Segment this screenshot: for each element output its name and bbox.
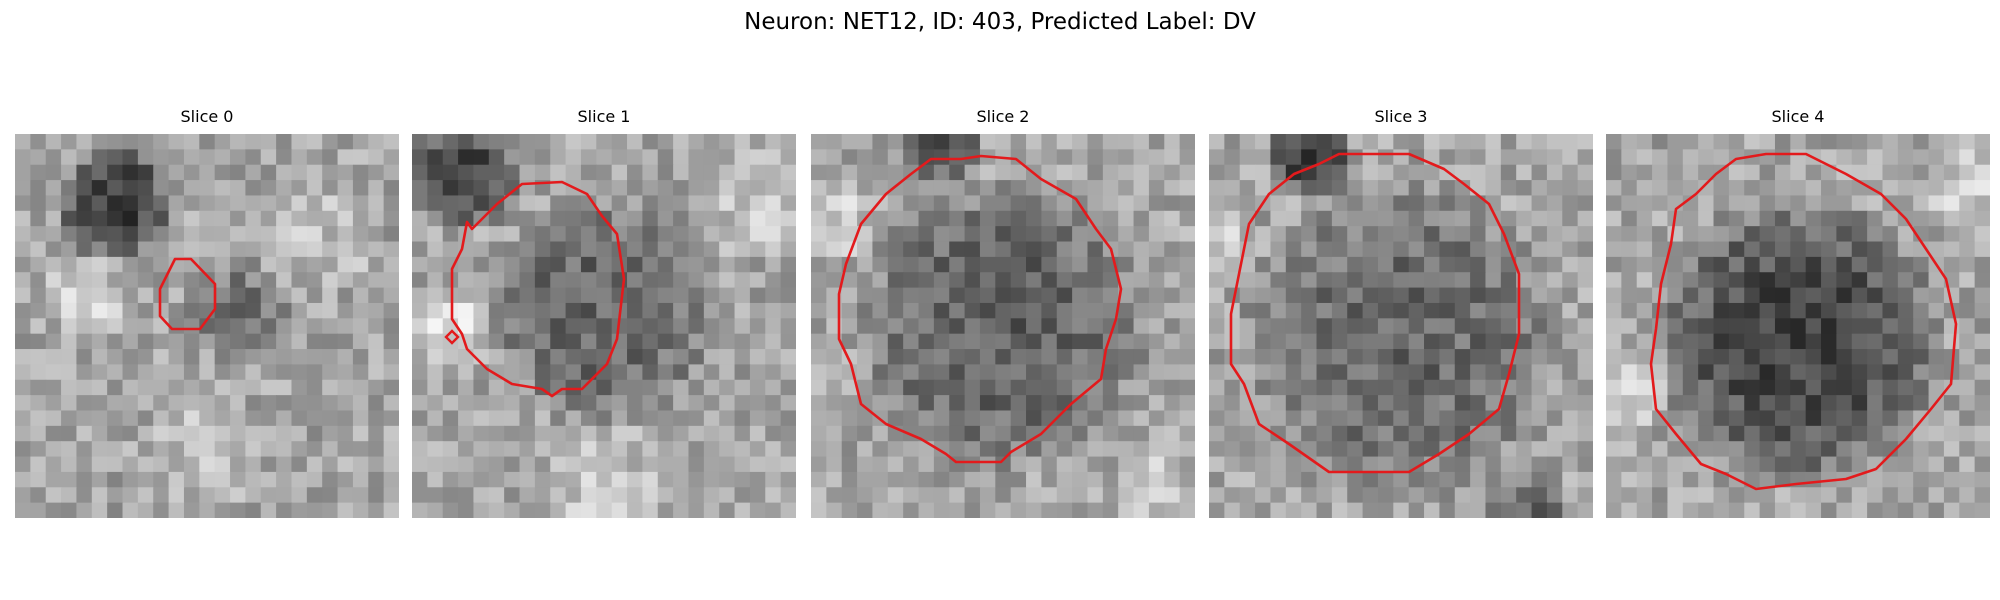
- slice-image-svg: [15, 134, 399, 518]
- slice-title: Slice 0: [180, 107, 234, 126]
- slice-panel-0: Slice 0: [15, 106, 399, 518]
- slice-image: [811, 134, 1195, 518]
- slice-panel-1: Slice 1: [412, 106, 796, 518]
- figure-title: Neuron: NET12, ID: 403, Predicted Label:…: [744, 9, 1256, 35]
- slice-image: [1209, 134, 1593, 518]
- roi-contour: [1649, 152, 1958, 491]
- grayscale-pixels: [1209, 134, 1593, 518]
- slice-image-svg: [1606, 134, 1990, 518]
- roi-contour-small: [444, 329, 460, 345]
- grayscale-pixels: [15, 134, 399, 518]
- slice-image-svg: [412, 134, 796, 518]
- roi-contour: [1229, 152, 1521, 474]
- slice-title: Slice 4: [1771, 107, 1825, 126]
- slice-panel-4: Slice 4: [1606, 106, 1990, 518]
- slice-image: [1606, 134, 1990, 518]
- grayscale-pixels: [1606, 134, 1990, 518]
- slice-panel-3: Slice 3: [1209, 106, 1593, 518]
- slice-image-svg: [811, 134, 1195, 518]
- grayscale-pixels: [412, 134, 796, 518]
- slice-panel-2: Slice 2: [811, 106, 1195, 518]
- grayscale-pixels: [811, 134, 1195, 518]
- slice-title: Slice 2: [976, 107, 1030, 126]
- slice-image: [15, 134, 399, 518]
- slice-title: Slice 3: [1374, 107, 1428, 126]
- slice-image: [412, 134, 796, 518]
- roi-contour: [450, 180, 626, 398]
- roi-contour: [837, 154, 1123, 464]
- roi-contour: [158, 257, 217, 331]
- slice-title: Slice 1: [577, 107, 631, 126]
- slice-image-svg: [1209, 134, 1593, 518]
